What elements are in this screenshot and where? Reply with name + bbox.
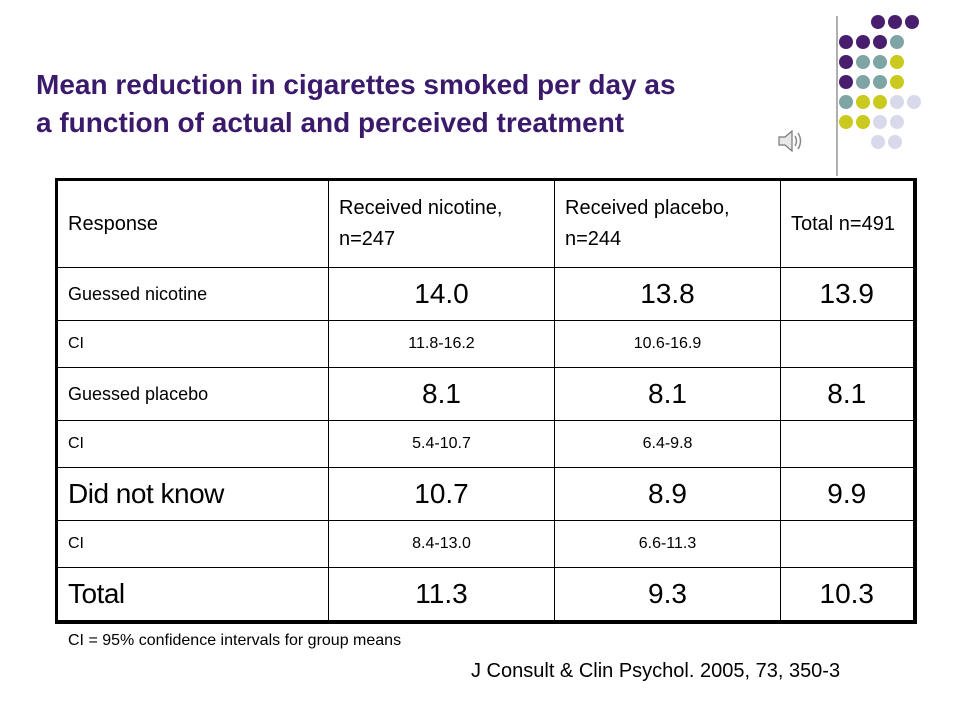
slide-title: Mean reduction in cigarettes smoked per … <box>36 66 836 142</box>
cell-placebo: 13.8 <box>554 267 781 321</box>
table-row: CI 8.4-13.0 6.6-11.3 <box>56 520 915 568</box>
row-label: Guessed placebo <box>56 367 329 421</box>
header-received-nicotine: Received nicotine, n=247 <box>328 179 555 268</box>
decorative-dot <box>856 75 870 89</box>
cell-nicotine: 11.8-16.2 <box>328 320 555 368</box>
decorative-dot <box>888 15 902 29</box>
cell-nicotine: 5.4-10.7 <box>328 420 555 468</box>
header-received-placebo: Received placebo, n=244 <box>554 179 781 268</box>
speaker-icon[interactable] <box>776 126 806 161</box>
decorative-dot <box>871 135 885 149</box>
table-row: CI 5.4-10.7 6.4-9.8 <box>56 420 915 468</box>
decorative-dot <box>873 115 887 129</box>
citation: J Consult & Clin Psychol. 2005, 73, 350-… <box>471 660 841 682</box>
decorative-dot <box>907 95 921 109</box>
decorative-dot <box>890 95 904 109</box>
table-row: Total 11.3 9.3 10.3 <box>56 567 915 623</box>
decorative-dot <box>890 35 904 49</box>
decorative-dot <box>905 15 919 29</box>
decorative-dot <box>890 115 904 129</box>
cell-nicotine: 10.7 <box>328 467 555 521</box>
decorative-dot <box>890 75 904 89</box>
cell-placebo: 8.1 <box>554 367 781 421</box>
table-row: Guessed nicotine 14.0 13.8 13.9 <box>56 267 915 321</box>
cell-placebo: 9.3 <box>554 567 781 623</box>
decorative-dot <box>873 35 887 49</box>
cell-nicotine: 8.4-13.0 <box>328 520 555 568</box>
table-header-row: Response Received nicotine, n=247 Receiv… <box>56 179 915 268</box>
row-label: Guessed nicotine <box>56 267 329 321</box>
row-label: Total <box>56 567 329 623</box>
cell-placebo: 8.9 <box>554 467 781 521</box>
divider-line <box>836 16 838 176</box>
cell-nicotine: 14.0 <box>328 267 555 321</box>
decorative-dot <box>839 55 853 69</box>
cell-nicotine: 11.3 <box>328 567 555 623</box>
header-total: Total n=491 <box>780 179 915 268</box>
decorative-dot <box>856 115 870 129</box>
decorative-dot <box>856 35 870 49</box>
cell-placebo: 6.4-9.8 <box>554 420 781 468</box>
cell-placebo: 6.6-11.3 <box>554 520 781 568</box>
cell-total: 9.9 <box>780 467 915 521</box>
decorative-dot <box>888 135 902 149</box>
row-label: Did not know <box>56 467 329 521</box>
cell-total <box>780 320 915 368</box>
decorative-dot <box>873 55 887 69</box>
header-response: Response <box>56 179 329 268</box>
decorative-dot <box>856 95 870 109</box>
decorative-dot <box>839 115 853 129</box>
footnote: CI = 95% confidence intervals for group … <box>68 632 402 649</box>
decorative-dot <box>856 55 870 69</box>
title-line-1: Mean reduction in cigarettes smoked per … <box>36 69 676 100</box>
cell-nicotine: 8.1 <box>328 367 555 421</box>
decorative-dot <box>839 35 853 49</box>
cell-total: 13.9 <box>780 267 915 321</box>
results-table: Response Received nicotine, n=247 Receiv… <box>55 178 917 624</box>
cell-total: 8.1 <box>780 367 915 421</box>
decorative-dot <box>839 95 853 109</box>
row-label: CI <box>56 420 329 468</box>
decorative-dot <box>890 55 904 69</box>
title-line-2: a function of actual and perceived treat… <box>36 107 625 138</box>
cell-total: 10.3 <box>780 567 915 623</box>
table-row: CI 11.8-16.2 10.6-16.9 <box>56 320 915 368</box>
decorative-dot <box>871 15 885 29</box>
decorative-dot <box>839 75 853 89</box>
decorative-dot <box>873 95 887 109</box>
table-row: Did not know 10.7 8.9 9.9 <box>56 467 915 521</box>
decorative-dot-grid <box>839 15 921 149</box>
row-label: CI <box>56 320 329 368</box>
cell-total <box>780 520 915 568</box>
cell-placebo: 10.6-16.9 <box>554 320 781 368</box>
table-row: Guessed placebo 8.1 8.1 8.1 <box>56 367 915 421</box>
cell-total <box>780 420 915 468</box>
decorative-dot <box>873 75 887 89</box>
row-label: CI <box>56 520 329 568</box>
